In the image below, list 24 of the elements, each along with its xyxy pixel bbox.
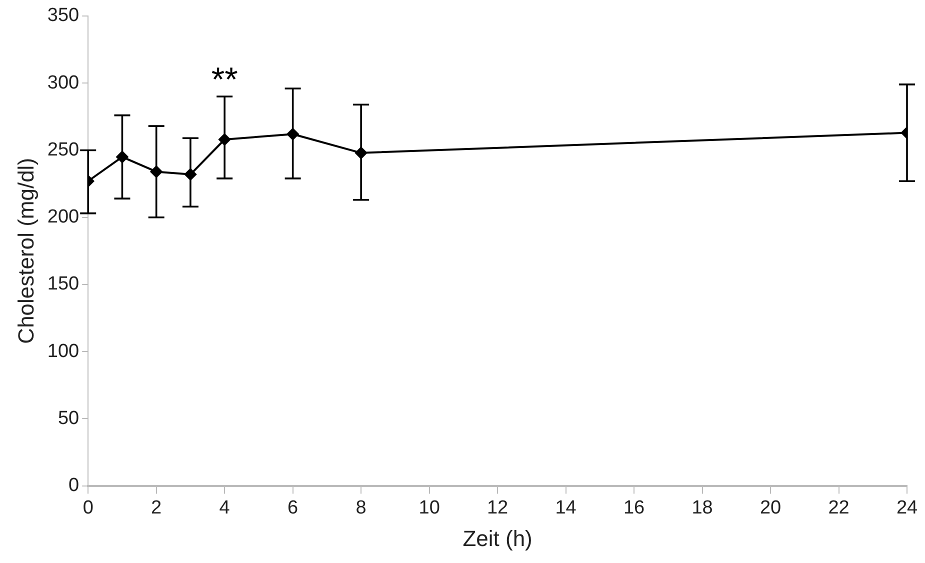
x-tick-label: 4 (219, 497, 230, 518)
y-tick-label: 50 (58, 408, 80, 429)
y-tick-label: 100 (47, 340, 80, 362)
x-tick-label: 14 (555, 497, 577, 518)
x-tick-label: 24 (896, 497, 918, 518)
x-tick-label: 8 (356, 497, 366, 518)
annotation: ** (211, 60, 238, 99)
y-tick-label: 150 (47, 274, 80, 295)
x-tick-label: 22 (828, 497, 850, 518)
y-tick-label: 300 (47, 72, 80, 94)
x-tick-label: 10 (418, 497, 440, 518)
x-tick-label: 12 (486, 497, 508, 518)
y-tick-label: 250 (47, 139, 80, 160)
x-tick-label: 2 (151, 497, 162, 518)
x-tick-label: 0 (82, 497, 94, 518)
y-tick-label: 0 (68, 475, 80, 496)
x-axis-title: Zeit (h) (462, 526, 532, 551)
x-tick-label: 6 (288, 497, 298, 518)
y-tick-label: 350 (47, 5, 80, 26)
x-tick-label: 20 (760, 497, 782, 518)
y-axis-title: Cholesterol (mg/dl) (13, 158, 38, 344)
x-tick-label: 16 (623, 497, 645, 518)
y-tick-label: 200 (47, 206, 80, 228)
x-tick-label: 18 (692, 497, 713, 518)
